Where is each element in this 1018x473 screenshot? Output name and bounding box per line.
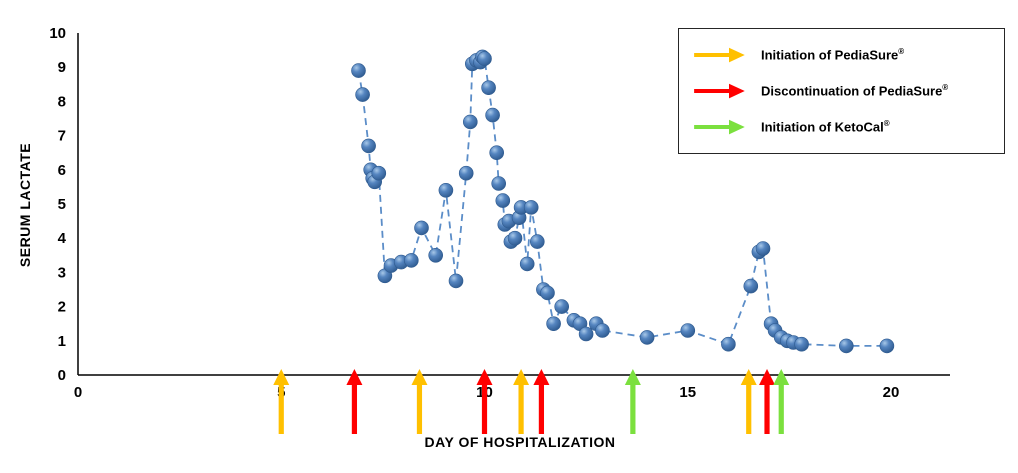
green-arrow-icon xyxy=(694,119,745,135)
svg-text:5: 5 xyxy=(58,196,66,213)
svg-text:8: 8 xyxy=(58,93,66,110)
svg-text:15: 15 xyxy=(679,384,696,401)
red-arrow-icon xyxy=(694,83,745,99)
y-axis-title: SERUM LACTATE xyxy=(17,142,33,268)
tick-labels: 01234567891005101520 xyxy=(49,25,899,401)
event-arrows xyxy=(273,369,790,434)
svg-text:0: 0 xyxy=(58,367,66,384)
legend-label: Initiation of PediaSure® xyxy=(761,47,905,63)
svg-text:7: 7 xyxy=(58,128,66,145)
svg-text:6: 6 xyxy=(58,162,66,179)
svg-text:2: 2 xyxy=(58,299,66,316)
legend-label: Initiation of KetoCal® xyxy=(761,119,890,135)
data-points xyxy=(351,49,895,354)
svg-text:1: 1 xyxy=(58,333,66,350)
legend: Initiation of PediaSure® Discontinuation… xyxy=(678,28,1005,154)
legend-item-discontinuation-pediasure: Discontinuation of PediaSure® xyxy=(693,82,990,100)
axes xyxy=(77,33,950,376)
svg-text:9: 9 xyxy=(58,59,66,76)
orange-arrow-icon xyxy=(694,47,745,63)
x-axis-title: DAY OF HOSPITALIZATION xyxy=(424,434,616,450)
svg-text:20: 20 xyxy=(883,384,900,401)
svg-text:10: 10 xyxy=(49,25,66,42)
svg-text:4: 4 xyxy=(58,230,67,247)
legend-label: Discontinuation of PediaSure® xyxy=(761,83,949,99)
svg-text:3: 3 xyxy=(58,264,66,281)
svg-text:0: 0 xyxy=(74,384,82,401)
legend-item-initiation-ketocal: Initiation of KetoCal® xyxy=(693,118,990,136)
legend-item-initiation-pediasure: Initiation of PediaSure® xyxy=(693,46,990,64)
